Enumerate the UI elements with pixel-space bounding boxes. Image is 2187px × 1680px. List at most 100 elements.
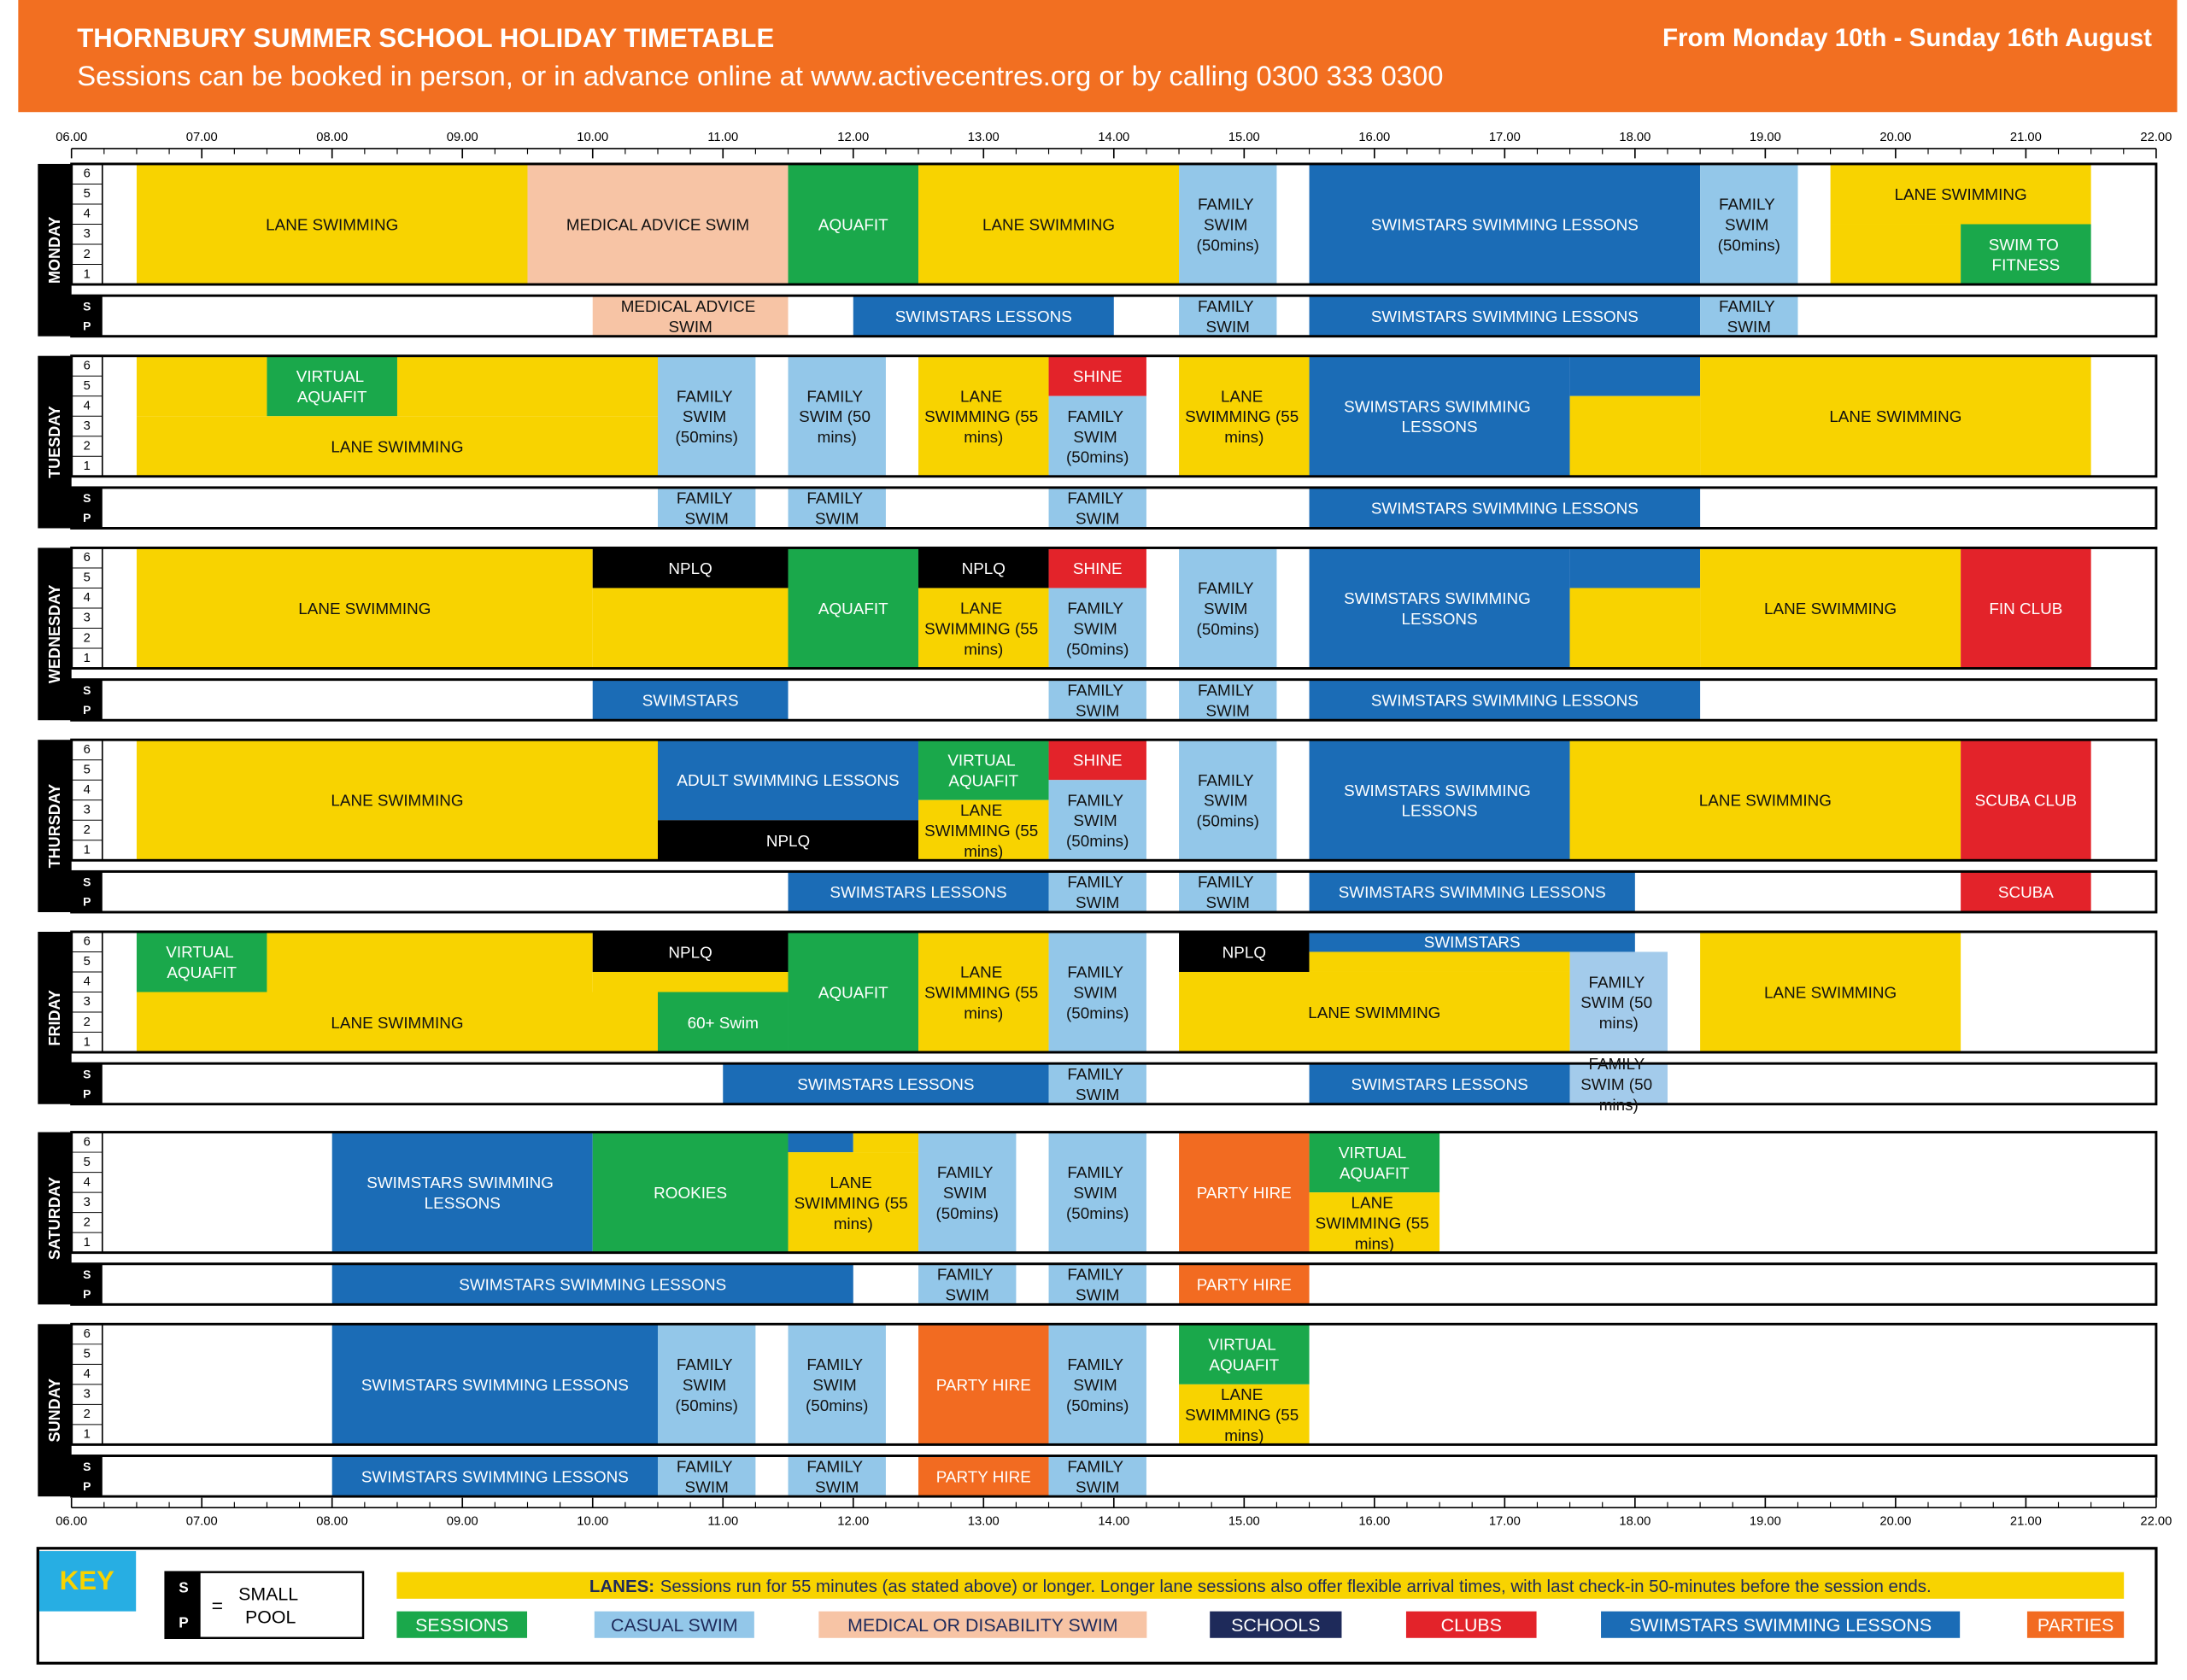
small-pool-block <box>1179 679 1277 721</box>
session-block <box>1179 355 1310 477</box>
session-label: SWIMSTARS SWIMMING LESSONS <box>1344 781 1535 819</box>
time-label: 06.00 <box>56 131 87 144</box>
day-label: MONDAY <box>46 217 63 284</box>
lane-number: 4 <box>84 208 91 221</box>
lane-number: 3 <box>84 1196 91 1209</box>
lane-number: 1 <box>84 1428 91 1442</box>
session-block <box>1179 163 1277 285</box>
small-pool-label: SWIMSTARS LESSONS <box>1351 1074 1527 1092</box>
main-pool-frame <box>70 930 2158 1054</box>
session-block <box>1830 224 1961 285</box>
small-pool-block <box>1309 487 1701 529</box>
main-pool-frame <box>70 1322 2158 1446</box>
small-pool-block <box>1961 871 2091 912</box>
session-block <box>1569 588 1701 669</box>
small-pool-label: SCUBA <box>1998 883 2054 901</box>
time-label: 22.00 <box>2140 1515 2172 1529</box>
session-label: LANE SWIMMING <box>1308 1004 1440 1021</box>
small-pool-letter: P <box>83 511 91 524</box>
day-label-column <box>38 355 72 529</box>
session-block <box>853 1132 919 1153</box>
small-pool-label: SWIMSTARS SWIMMING LESSONS <box>1371 307 1639 325</box>
date-range: From Monday 10th - Sunday 16th August <box>1662 24 2152 52</box>
session-block <box>658 820 919 861</box>
time-label: 10.00 <box>577 131 608 144</box>
session-label: FAMILY SWIM (50 mins) <box>799 387 875 446</box>
session-label: LANE SWIMMING <box>266 215 398 233</box>
session-label: PARTY HIRE <box>1197 1184 1292 1202</box>
lane-number: 1 <box>84 652 91 665</box>
lane-number: 5 <box>84 763 91 776</box>
day-row: SATURDAY 6 5 4 3 2 1 SP <box>38 1131 2158 1306</box>
small-pool-block <box>918 1455 1049 1497</box>
day-label-column <box>38 740 72 912</box>
day-row: MONDAY 6 5 4 3 2 1 SP <box>38 162 2158 338</box>
small-pool-block <box>1048 679 1146 721</box>
day-label-column <box>38 931 72 1104</box>
time-label: 17.00 <box>1489 1515 1521 1529</box>
small-pool-label: SWIMSTARS SWIMMING LESSONS <box>1339 883 1606 901</box>
key-label: CASUAL SWIM <box>611 1615 738 1636</box>
session-block <box>1048 547 1146 588</box>
time-label: 09.00 <box>447 131 478 144</box>
day-label: WEDNESDAY <box>46 585 63 684</box>
session-label: MEDICAL ADVICE SWIM <box>566 215 749 233</box>
small-pool-block <box>1179 871 1277 912</box>
small-pool-label: SWIMSTARS LESSONS <box>895 307 1072 325</box>
small-pool-block <box>853 296 1114 337</box>
small-pool-label: FAMILY SWIM <box>937 1265 998 1303</box>
small-pool-label: FAMILY SWIM <box>1067 681 1128 719</box>
session-label: 60+ Swim <box>688 1013 759 1031</box>
small-pool-label: MEDICAL ADVICE SWIM <box>621 296 760 335</box>
session-block <box>136 355 267 417</box>
key: KEY S P = LANES: Sessions run for 55 minutes … <box>36 1547 2158 1665</box>
session-block <box>918 588 1049 669</box>
session-block <box>1179 547 1277 669</box>
lane-number: 3 <box>84 1388 91 1402</box>
day-row: WEDNESDAY 6 5 4 3 2 1 SP <box>38 546 2158 722</box>
session-block <box>788 547 919 669</box>
session-label: VIRTUAL AQUAFIT <box>1208 1335 1280 1373</box>
session-label: SWIMSTARS SWIMMING LESSONS <box>361 1375 629 1393</box>
time-label: 09.00 <box>447 1515 478 1529</box>
lane-number: 2 <box>84 823 91 837</box>
lane-number: 3 <box>84 995 91 1009</box>
lane-number: 2 <box>84 440 91 454</box>
day-label: TUESDAY <box>46 406 63 478</box>
lane-number: 2 <box>84 248 91 261</box>
day-row: TUESDAY 6 5 4 3 2 1 SP <box>38 354 2158 530</box>
key-label: SESSIONS <box>415 1615 508 1636</box>
small-pool-label: FAMILY SWIM <box>1198 873 1258 911</box>
lane-number: 3 <box>84 227 91 241</box>
time-label: 15.00 <box>1228 1515 1260 1529</box>
session-label: LANE SWIMMING (55 mins) <box>1316 1193 1434 1252</box>
time-label: 12.00 <box>837 131 869 144</box>
small-pool-block <box>1048 1063 1146 1104</box>
key-title: KEY <box>60 1566 114 1595</box>
session-block <box>1309 740 1570 861</box>
session-block <box>788 1132 853 1153</box>
session-block <box>1048 588 1146 669</box>
session-block <box>267 355 397 417</box>
lane-number: 3 <box>84 419 91 433</box>
lanes-note-bar <box>396 1572 2125 1599</box>
time-label: 19.00 <box>1750 1515 1781 1529</box>
session-label: LANE SWIMMING <box>1699 791 1832 809</box>
session-label: LANE SWIMMING (55 mins) <box>924 599 1042 658</box>
small-pool-block <box>1048 871 1146 912</box>
session-label: VIRTUAL AQUAFIT <box>296 366 368 405</box>
session-label: LANE SWIMMING (55 mins) <box>924 963 1042 1021</box>
session-label: FAMILY SWIM (50mins) <box>1066 1163 1129 1222</box>
time-label: 13.00 <box>968 131 1000 144</box>
time-label: 17.00 <box>1489 131 1521 144</box>
session-block <box>592 547 789 588</box>
session-block <box>1048 355 1146 396</box>
key-swatch <box>1601 1611 1961 1638</box>
time-label: 08.00 <box>316 131 348 144</box>
small-pool-block <box>788 487 886 529</box>
small-pool-label: FAMILY SWIM <box>1067 1457 1128 1496</box>
session-block <box>527 163 789 285</box>
small-pool-label: FAMILY SWIM <box>1067 873 1128 911</box>
session-block <box>658 1324 756 1445</box>
